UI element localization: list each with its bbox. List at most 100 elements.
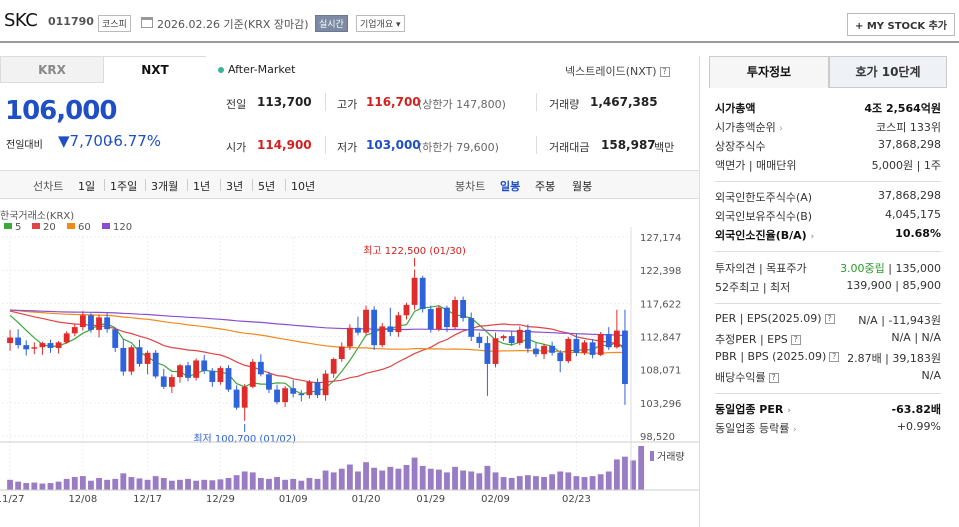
candle-body — [128, 347, 135, 372]
volume-bar — [557, 471, 564, 490]
row-per: PER | EPS(2025.09)? N/A | -11,943원 — [715, 312, 941, 329]
current-price: 106,000 — [5, 96, 117, 126]
period-0[interactable]: 선차트 — [33, 180, 64, 193]
legend-label: 60 — [78, 222, 91, 233]
candle-body — [282, 388, 289, 403]
candle-body — [23, 345, 30, 350]
volume-bar — [306, 477, 313, 490]
period-6[interactable]: 5년 — [258, 180, 276, 193]
candle-body — [88, 315, 94, 330]
volume-bar — [298, 480, 305, 490]
help-icon[interactable]: ? — [659, 67, 670, 77]
volume-bar — [144, 479, 151, 490]
week52-value: 139,900 | 85,900 — [846, 279, 941, 292]
volume-bar — [322, 470, 329, 490]
period-5[interactable]: 3년 — [226, 180, 244, 193]
y-tick-label: 103,296 — [640, 399, 681, 410]
candle-body — [274, 389, 280, 403]
candle-body — [79, 315, 86, 328]
volume-label: 거래량 — [657, 451, 685, 463]
amount-unit: 백만 — [654, 141, 675, 154]
add-mystock-button[interactable]: + MY STOCK 추가 — [846, 13, 955, 36]
shares-label: 상장주식수 — [715, 140, 766, 153]
candle-body — [71, 327, 78, 334]
y-tick-label: 127,174 — [640, 233, 681, 244]
legend-swatch — [4, 223, 12, 229]
company-overview-dropdown[interactable]: 기업개요 ▾ — [356, 15, 405, 32]
volume-bar — [266, 478, 272, 490]
candle-period-1[interactable]: 일봉 — [500, 180, 521, 193]
est-per-value: N/A | N/A — [891, 331, 941, 344]
tab-orderbook[interactable]: 호가 10단계 — [829, 56, 947, 88]
volume-bar — [104, 479, 111, 490]
chart-source-label: 한국거래소(KRX) — [0, 210, 74, 222]
low-label: 저가 — [337, 141, 358, 154]
volume-bar — [201, 479, 208, 490]
stock-code: 011790 — [48, 15, 94, 28]
price-chart[interactable]: 127,174 122,398 117,622 112,847 108,071 103,2… — [0, 200, 699, 527]
candle-body — [177, 365, 183, 378]
x-tick-label: 02/09 — [481, 494, 510, 505]
change-amount: ▼7,700 — [58, 132, 113, 150]
candle-body — [96, 317, 102, 330]
row-sector-per[interactable]: 동일업종 PER › -63.82배 — [715, 401, 941, 418]
volume-legend-swatch — [650, 451, 654, 461]
volume-bar — [233, 475, 240, 490]
volume-bar — [444, 472, 450, 490]
candle-body — [266, 374, 272, 390]
help-icon[interactable]: ? — [790, 335, 801, 345]
volume-bar — [274, 477, 280, 490]
volume-bar — [371, 467, 378, 490]
volume-bar — [500, 477, 507, 490]
candle-period-2[interactable]: 주봉 — [535, 180, 556, 193]
y-tick-label: 112,847 — [640, 333, 681, 344]
row-divider — [715, 393, 941, 394]
upper-limit: (상한가 147,800) — [418, 98, 506, 111]
candle-body — [613, 330, 620, 348]
volume-bar — [338, 468, 345, 490]
volume-bar — [452, 466, 458, 490]
volume-bar — [403, 464, 410, 490]
row-rank[interactable]: 시가총액순위 › 코스피 133위 — [715, 119, 941, 136]
candle-period-0[interactable]: 봉차트 — [455, 180, 486, 193]
tab-krx[interactable]: KRX — [0, 56, 104, 83]
period-2[interactable]: 1주일 — [110, 180, 138, 193]
low-annotation: 최저 100,700 (01/02) — [193, 433, 296, 445]
realtime-button[interactable]: 실시간 — [315, 15, 348, 32]
volume-bar — [193, 480, 200, 490]
volume-bar — [435, 469, 442, 490]
tab-nxt[interactable]: NXT — [104, 56, 206, 83]
row-pbr: PBR | BPS (2025.09)? 2.87배 | 39,183원 — [715, 350, 941, 367]
candle-body — [346, 327, 353, 347]
period-1[interactable]: 1일 — [78, 180, 96, 193]
volume-bar — [209, 480, 216, 490]
volume-bar — [630, 460, 636, 490]
volume-bar — [7, 479, 13, 490]
after-market-link[interactable]: After-Market — [218, 63, 296, 76]
candle-period-3[interactable]: 월봉 — [572, 180, 593, 193]
divider — [536, 93, 537, 111]
candle-body — [492, 338, 499, 364]
legend-label: 20 — [43, 222, 56, 233]
candle-body — [484, 343, 491, 364]
period-7[interactable]: 10년 — [291, 180, 316, 193]
company-overview-label: 기업개요 — [360, 20, 394, 30]
stock-name: SKC — [4, 10, 38, 31]
help-icon[interactable]: ? — [824, 314, 835, 324]
help-icon[interactable]: ? — [768, 373, 779, 383]
row-foreign-rate[interactable]: 외국인소진율(B/A) › 10.68% — [715, 227, 941, 244]
foreign-limit-value: 37,868,298 — [878, 189, 941, 202]
per-value: N/A | -11,943원 — [858, 314, 941, 327]
candle-body — [225, 368, 232, 390]
volume-bar — [411, 457, 418, 490]
volume-bar — [492, 472, 499, 490]
volume-bar — [573, 476, 580, 490]
period-4[interactable]: 1년 — [193, 180, 211, 193]
row-sector-change[interactable]: 동일업종 등락률 › +0.99% — [715, 420, 941, 437]
help-icon[interactable]: ? — [829, 352, 840, 362]
period-3[interactable]: 3개월 — [151, 180, 179, 193]
open-value: 114,900 — [257, 138, 312, 152]
tab-invest-info[interactable]: 투자정보 — [709, 56, 829, 88]
volume-bar — [79, 476, 86, 490]
candle-body — [47, 343, 54, 348]
